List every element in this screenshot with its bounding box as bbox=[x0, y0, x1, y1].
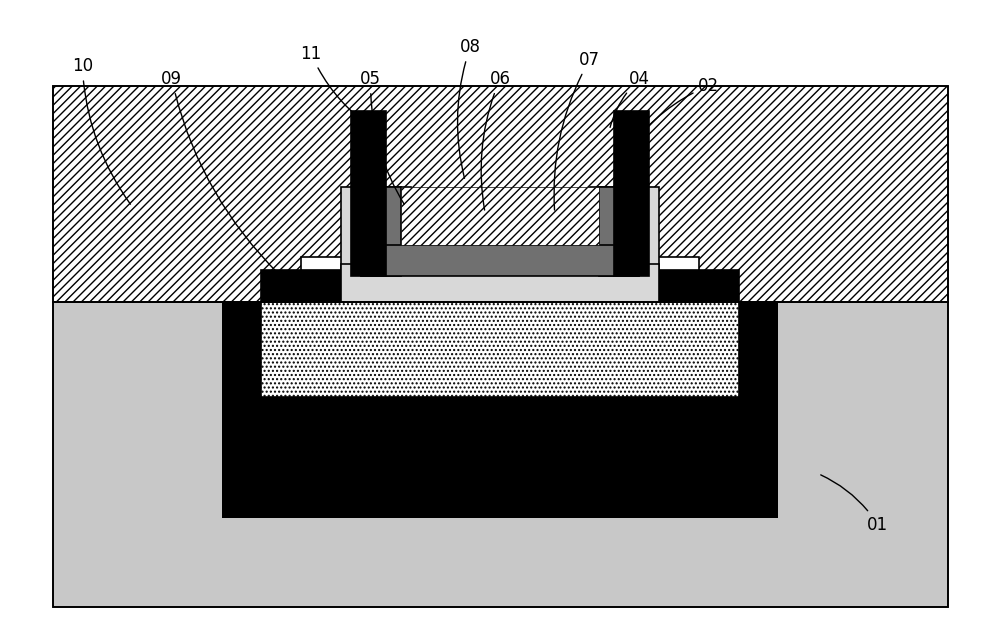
Bar bbox=[261, 270, 341, 302]
Bar bbox=[659, 270, 739, 302]
Text: 07: 07 bbox=[554, 51, 600, 210]
Bar bbox=[341, 264, 659, 302]
Bar bbox=[52, 302, 948, 607]
Bar bbox=[261, 302, 739, 397]
Text: 10: 10 bbox=[72, 57, 130, 204]
Text: 11: 11 bbox=[300, 45, 373, 128]
Bar bbox=[401, 187, 599, 245]
Text: 06: 06 bbox=[481, 70, 511, 210]
Bar bbox=[52, 85, 948, 302]
Bar bbox=[52, 85, 948, 302]
Bar bbox=[599, 187, 639, 277]
Bar bbox=[590, 187, 659, 302]
Text: 09: 09 bbox=[161, 70, 279, 275]
Bar bbox=[341, 187, 411, 302]
Text: 01: 01 bbox=[821, 475, 888, 534]
Bar bbox=[351, 111, 386, 277]
Bar bbox=[222, 302, 778, 518]
Bar bbox=[361, 245, 639, 277]
Text: 02: 02 bbox=[626, 76, 719, 153]
Bar bbox=[361, 187, 401, 277]
Bar bbox=[52, 302, 948, 607]
Bar bbox=[614, 111, 649, 277]
Bar bbox=[261, 302, 739, 397]
Bar bbox=[301, 257, 699, 302]
Text: 05: 05 bbox=[360, 70, 404, 204]
Text: 08: 08 bbox=[458, 39, 481, 178]
Text: 04: 04 bbox=[610, 70, 650, 127]
